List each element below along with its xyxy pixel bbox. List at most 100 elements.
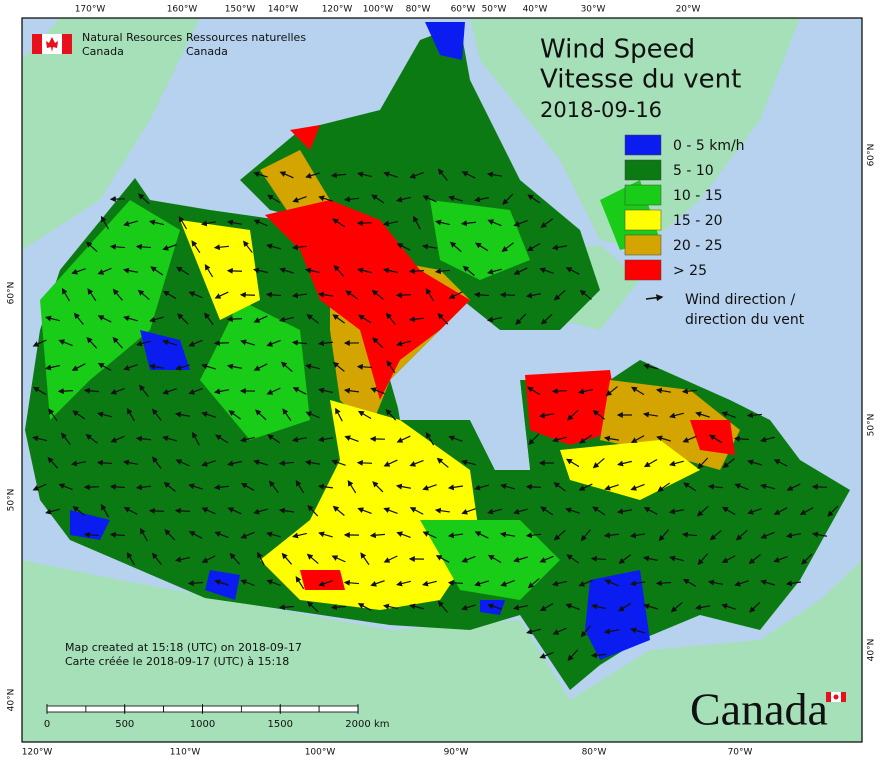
wind-arrow xyxy=(162,435,177,442)
wind-arrow xyxy=(48,408,58,422)
wind-arrow xyxy=(228,410,241,420)
wind-arrow xyxy=(578,579,593,587)
wind-arrow xyxy=(292,387,307,395)
graticule-label: 60°N xyxy=(7,282,17,305)
wind-arrow xyxy=(512,604,528,611)
wind-arrow xyxy=(279,316,294,323)
wind-arrow xyxy=(201,411,216,418)
wind-arrow xyxy=(331,459,346,466)
wind-arrow xyxy=(551,244,568,251)
wind-arrow xyxy=(137,289,150,300)
wind-arrow xyxy=(655,580,672,587)
wind-arrow xyxy=(138,384,149,397)
wind-arrow xyxy=(333,264,345,277)
wind-arrow xyxy=(682,435,697,443)
wind-arrow xyxy=(682,578,697,588)
wind-arrow xyxy=(760,531,775,539)
wind-arrow xyxy=(281,552,293,565)
wind-arrow xyxy=(580,529,591,542)
wind-arrow xyxy=(643,363,658,370)
wind-arrow xyxy=(318,580,333,587)
wind-arrow xyxy=(122,267,138,274)
wind-arrow xyxy=(372,481,384,493)
wind-arrow xyxy=(253,363,268,371)
wind-arrow xyxy=(269,480,279,493)
graticule-label: 50°N xyxy=(7,489,17,512)
wind-arrow xyxy=(811,483,828,490)
wind-arrow xyxy=(32,483,47,491)
wind-arrow xyxy=(811,531,827,538)
wind-arrow xyxy=(253,171,268,178)
wind-arrow xyxy=(487,508,502,515)
wind-arrow xyxy=(422,195,437,203)
wind-arrow xyxy=(360,552,370,566)
wind-arrow xyxy=(109,531,126,538)
graticule-label: 60°W xyxy=(451,5,476,15)
wind-arrow xyxy=(447,532,464,539)
scale-segment xyxy=(279,705,320,713)
wind-arrow xyxy=(291,244,308,251)
wind-arrow xyxy=(135,435,152,442)
wind-arrow xyxy=(332,218,346,228)
wind-zone xyxy=(265,200,470,400)
wind-arrow xyxy=(461,171,476,179)
wind-arrow xyxy=(201,507,216,515)
wind-arrow xyxy=(618,602,632,612)
graticule-label: 30°W xyxy=(581,5,606,15)
wind-arrow xyxy=(707,579,723,586)
wind-arrow xyxy=(97,411,112,418)
wind-arrow xyxy=(474,580,489,587)
wind-arrow xyxy=(266,579,281,587)
wind-arrow xyxy=(282,408,292,422)
wind-arrow xyxy=(305,363,320,370)
wind-arrow xyxy=(749,601,761,613)
wind-arrow xyxy=(188,291,203,299)
wind-arrow xyxy=(58,339,73,347)
wind-arrow xyxy=(437,312,449,325)
wind-arrow xyxy=(707,483,724,490)
wind-arrow xyxy=(785,580,802,587)
wind-arrow xyxy=(213,388,229,395)
wind-zone xyxy=(70,510,110,540)
graticule-label: 80°W xyxy=(406,5,431,15)
wind-arrow xyxy=(605,386,618,397)
wind-arrow xyxy=(229,552,241,565)
wind-arrow xyxy=(643,458,658,468)
wind-arrow xyxy=(396,243,411,251)
wind-arrow xyxy=(683,482,697,492)
wind-arrow xyxy=(421,243,438,250)
legend-swatch xyxy=(624,184,662,206)
wind-arrow xyxy=(61,287,71,302)
wind-arrow xyxy=(253,459,268,466)
wind-arrow xyxy=(226,460,242,467)
wind-arrow xyxy=(47,456,59,469)
wind-arrow xyxy=(192,431,200,446)
wind-arrow xyxy=(85,433,98,444)
wind-arrow xyxy=(409,172,424,179)
wind-arrow xyxy=(343,579,360,586)
wind-arrow xyxy=(162,290,177,300)
wind-arrow xyxy=(253,315,268,323)
wind-arrow xyxy=(681,388,698,395)
wind-arrow xyxy=(592,506,606,516)
wind-arrow xyxy=(100,503,110,518)
wind-arrow xyxy=(356,363,373,370)
wind-arrow xyxy=(150,266,164,276)
wind-arrow xyxy=(291,436,307,443)
wind-arrow xyxy=(83,387,100,394)
wind-arrow xyxy=(434,268,451,275)
wind-arrow xyxy=(45,508,60,515)
wind-arrow xyxy=(785,532,801,539)
wind-arrow xyxy=(174,411,190,418)
wind-arrow xyxy=(305,172,320,179)
wind-arrow xyxy=(437,168,448,181)
wind-arrow xyxy=(279,171,294,179)
legend-label: 10 - 15 xyxy=(673,188,723,204)
legend-swatch xyxy=(624,159,662,181)
wind-arrow xyxy=(110,388,125,395)
wind-arrow xyxy=(383,459,398,467)
wind-arrow xyxy=(539,555,554,563)
wind-arrow xyxy=(656,435,671,442)
wind-arrow xyxy=(579,434,593,444)
graticule-label: 100°W xyxy=(305,748,336,758)
